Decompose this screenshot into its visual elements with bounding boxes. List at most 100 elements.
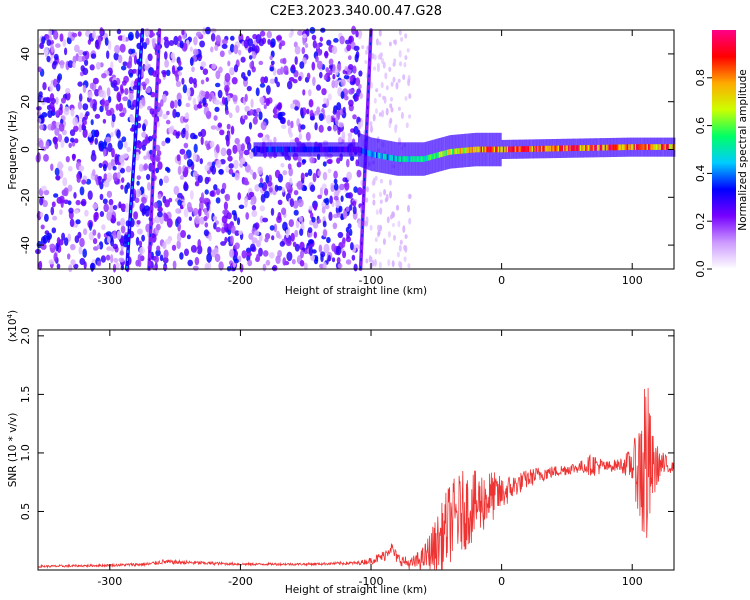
signal-core [641,144,643,150]
noise-blob [388,66,392,72]
signal-core [623,144,625,151]
noise-blob [54,167,60,176]
signal-core [258,146,261,153]
noise-blob [81,55,86,62]
noise-blob [215,197,221,204]
noise-blob [118,257,125,263]
noise-blob [372,199,376,206]
noise-blob [92,203,99,210]
noise-blob [323,243,330,254]
noise-blob [55,242,59,252]
noise-blob [192,78,197,85]
noise-blob [77,231,82,239]
noise-blob [90,119,94,126]
noise-blob [161,70,167,75]
signal-core [666,144,668,150]
noise-blob [105,109,112,116]
signal-core [530,146,532,152]
noise-blob [379,207,383,215]
signal-core [467,147,470,153]
signal-core [324,146,326,153]
noise-blob [48,28,52,38]
signal-core [440,151,442,158]
signal-core [663,144,665,150]
signal-core [634,144,637,150]
noise-blob [82,248,87,258]
noise-blob [342,106,346,114]
noise-blob [292,99,299,105]
signal-core [378,152,381,159]
noise-blob [281,124,287,130]
noise-blob [94,39,99,49]
spectrogram-x-axis-label: Height of straight line (km) [285,285,427,297]
signal-core [290,146,292,153]
noise-blob [316,106,321,115]
signal-core [266,146,268,153]
noise-blob [39,212,44,218]
signal-core [570,145,573,152]
noise-blob [158,206,163,213]
noise-blob [233,64,239,73]
noise-blob [307,168,313,177]
noise-blob [179,175,185,180]
noise-blob [122,61,128,66]
signal-core [606,144,608,151]
noise-blob [118,54,123,64]
noise-blob [156,245,161,252]
noise-blob [176,216,182,224]
noise-blob [124,88,129,95]
signal-core [613,144,616,151]
noise-blob [70,137,75,143]
noise-blob [141,234,146,242]
noise-blob [349,75,354,82]
noise-blob [380,52,383,58]
noise-blob [319,36,323,42]
signal-core [394,155,396,162]
noise-blob [94,137,98,145]
noise-blob [82,67,89,76]
signal-core [433,153,436,159]
noise-blob [370,125,373,133]
noise-blob [103,163,107,172]
noise-blob [177,199,182,206]
noise-blob [348,99,354,107]
noise-blob [79,112,84,120]
noise-blob [141,131,147,138]
noise-blob [324,50,329,59]
noise-blob [251,66,256,73]
noise-blob [89,82,94,90]
noise-blob [347,132,353,138]
noise-blob [72,116,78,127]
signal-core [308,146,310,153]
noise-blob [143,155,148,160]
noise-blob [48,259,55,265]
signal-core [352,146,355,153]
noise-blob [332,222,338,230]
noise-blob [388,179,392,186]
noise-blob [40,243,47,250]
noise-blob [220,241,227,246]
signal-core [424,155,426,162]
noise-blob [245,212,249,220]
noise-blob [234,172,240,181]
noise-blob [258,111,263,121]
noise-blob [177,165,182,175]
noise-blob [115,262,120,270]
noise-blob [191,66,195,73]
noise-blob [215,70,221,80]
noise-blob [262,217,269,223]
noise-blob [112,243,118,250]
noise-blob [218,169,224,175]
noise-blob [305,131,311,141]
signal-core [458,148,460,154]
noise-blob [365,258,369,264]
signal-core [600,144,603,151]
noise-blob [268,187,273,193]
signal-core [448,149,450,156]
noise-blob [200,90,206,97]
noise-blob [240,143,245,152]
noise-blob [351,254,356,261]
noise-blob [379,191,382,198]
noise-blob [179,204,184,210]
noise-blob [375,88,379,93]
